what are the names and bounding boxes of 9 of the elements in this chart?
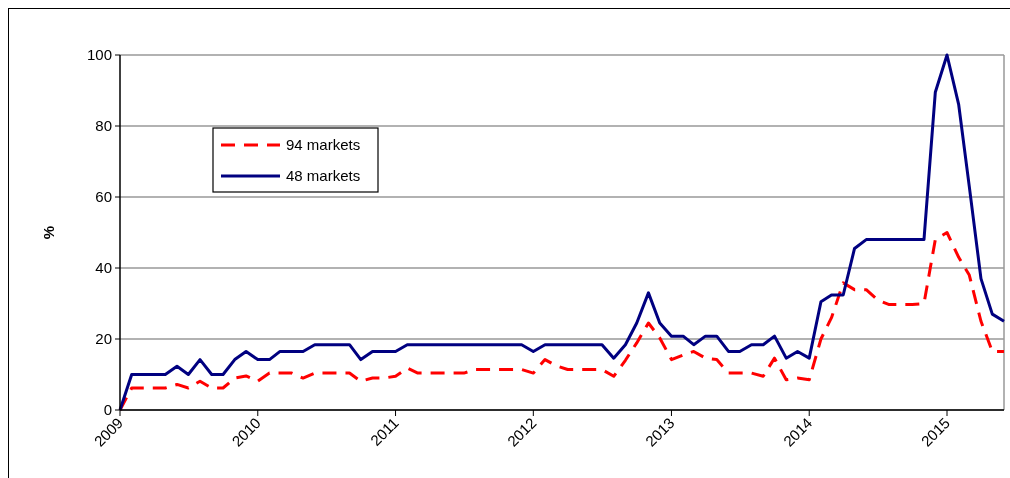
y-tick-label: 80	[95, 117, 112, 135]
y-tick-label: 60	[95, 188, 112, 206]
y-axis-title: %	[40, 225, 57, 240]
y-tick-label: 40	[95, 259, 112, 277]
legend-label: 94 markets	[286, 136, 361, 154]
y-tick-label: 20	[95, 330, 112, 348]
legend-label: 48 markets	[286, 167, 361, 185]
y-tick-label: 100	[86, 46, 112, 64]
y-tick-label: 0	[103, 401, 112, 419]
